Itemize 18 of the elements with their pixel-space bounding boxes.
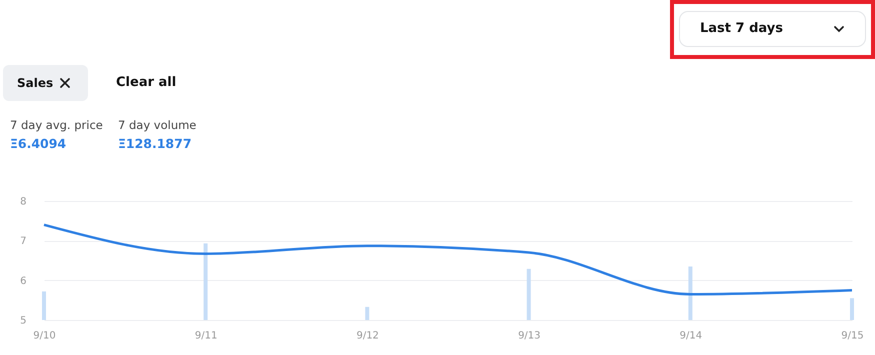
y-tick-label: 6	[20, 276, 26, 287]
text: Clear all	[116, 75, 176, 90]
text: Last 7 days	[700, 21, 783, 36]
text: 7 day avg. price	[10, 118, 103, 132]
text: Ξ128.1877	[118, 136, 192, 151]
x-tick-label: 9/13	[518, 330, 541, 342]
x-tick-label: 9/10	[33, 330, 56, 342]
x-tick-label: 9/15	[841, 330, 864, 342]
text: Ξ6.4094	[10, 136, 66, 151]
y-tick-label: 8	[20, 196, 26, 208]
x-tick-label: 9/11	[194, 330, 218, 342]
y-tick-label: 7	[20, 236, 26, 248]
text: Sales	[17, 76, 54, 90]
x-tick-label: 9/12	[356, 330, 379, 342]
y-tick-label: 5	[20, 316, 26, 326]
line-series	[42, 224, 854, 296]
text: 7 day volume	[118, 118, 196, 132]
x-tick-label: 9/14	[680, 330, 702, 342]
